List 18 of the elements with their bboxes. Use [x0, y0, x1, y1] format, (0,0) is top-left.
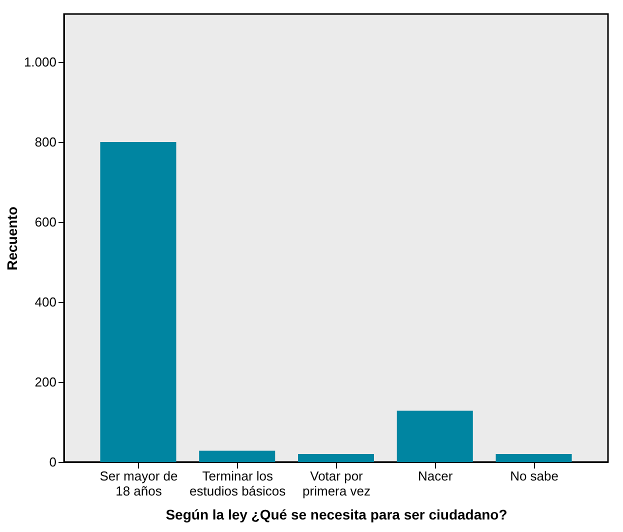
x-tick-label: Votar por primera vez [302, 468, 370, 498]
x-tick-label: No sabe [510, 468, 558, 484]
x-axis-title: Según la ley ¿Qué se necesita para ser ciudadano? [166, 506, 508, 522]
bar [396, 410, 473, 462]
bar [298, 454, 374, 462]
bar [496, 454, 572, 462]
y-tick-label: 200 [34, 374, 56, 390]
y-tick-label: 0 [49, 454, 56, 470]
y-tick-label: 600 [34, 214, 56, 230]
y-tick-label: 1.000 [24, 54, 56, 70]
bar [100, 142, 176, 462]
x-tick-label: Nacer [418, 468, 454, 484]
y-axis-title: Recuento [4, 206, 20, 270]
x-tick-label: Terminar los estudios básicos [190, 468, 286, 498]
bar [199, 450, 276, 462]
y-tick-label: 400 [34, 294, 56, 310]
y-tick-label: 800 [34, 134, 56, 150]
x-tick-label: Ser mayor de 18 años [100, 468, 178, 498]
